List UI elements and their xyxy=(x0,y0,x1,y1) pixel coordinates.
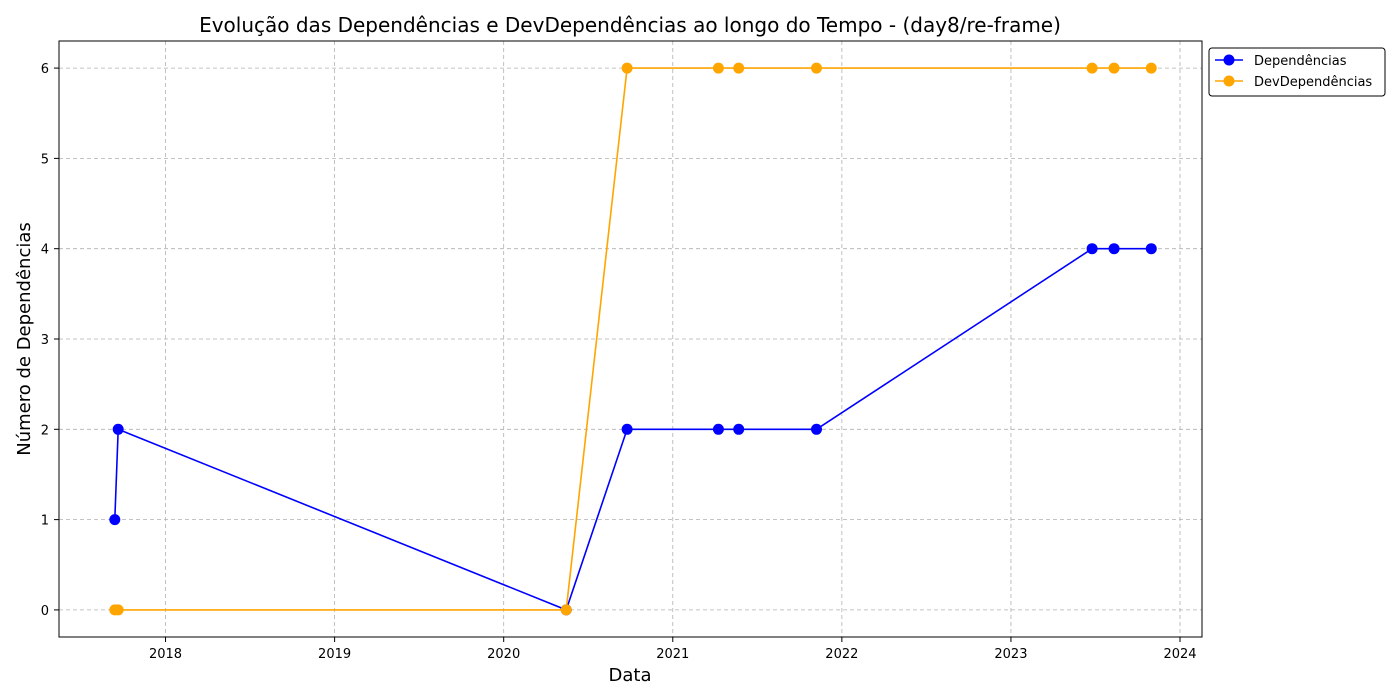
x-tick-label: 2018 xyxy=(149,647,182,662)
y-tick-label: 1 xyxy=(41,514,49,529)
x-tick-label: 2024 xyxy=(1163,647,1196,662)
data-point-devdependencias xyxy=(560,604,572,616)
data-point-dependencias xyxy=(810,423,822,435)
x-tick-label: 2021 xyxy=(656,647,689,662)
y-tick-label: 2 xyxy=(41,423,49,438)
data-point-devdependencias xyxy=(810,62,822,74)
series-line-dependencias xyxy=(114,247,1152,611)
data-point-devdependencias xyxy=(621,62,633,74)
legend-marker-devdependencias xyxy=(1223,75,1235,87)
data-point-devdependencias xyxy=(1145,62,1157,74)
x-tick-label: 2022 xyxy=(825,647,858,662)
data-point-devdependencias xyxy=(733,62,745,74)
series-line-devdependencias xyxy=(114,67,1152,611)
x-tick-label: 2019 xyxy=(318,647,351,662)
legend-box xyxy=(1208,47,1386,97)
data-point-devdependencias xyxy=(112,604,124,616)
legend-label-devdependencias: DevDependências xyxy=(1254,75,1372,90)
data-point-dependencias xyxy=(1108,243,1120,255)
ticks: 2018 2019 2020 2021 2022 2023 2024 0 1 2 3 4 5 6 xyxy=(41,62,1197,662)
grid xyxy=(59,41,1202,637)
data-point-devdependencias xyxy=(1086,62,1098,74)
legend: Dependências DevDependências xyxy=(1208,47,1386,97)
data-point-dependencias xyxy=(1086,243,1098,255)
data-point-dependencias xyxy=(733,423,745,435)
chart-title: Evolução das Dependências e DevDependênc… xyxy=(199,13,1061,37)
x-tick-label: 2020 xyxy=(487,647,520,662)
data-point-dependencias xyxy=(621,423,633,435)
y-tick-label: 6 xyxy=(41,62,49,77)
legend-label-dependencias: Dependências xyxy=(1254,54,1347,69)
x-tick-label: 2023 xyxy=(994,647,1027,662)
y-tick-label: 5 xyxy=(41,152,49,167)
y-tick-label: 0 xyxy=(41,604,49,619)
data-point-dependencias xyxy=(112,423,124,435)
legend-marker-dependencias xyxy=(1223,54,1235,66)
y-tick-label: 4 xyxy=(41,243,49,258)
data-point-devdependencias xyxy=(1108,62,1120,74)
data-point-dependencias xyxy=(712,423,724,435)
x-axis-label: Data xyxy=(609,665,652,686)
y-axis-label: Número de Dependências xyxy=(14,222,35,456)
data-point-dependencias xyxy=(1145,243,1157,255)
y-tick-label: 3 xyxy=(41,333,49,348)
series-layer xyxy=(109,62,1157,616)
data-point-dependencias xyxy=(109,514,121,526)
data-point-devdependencias xyxy=(712,62,724,74)
